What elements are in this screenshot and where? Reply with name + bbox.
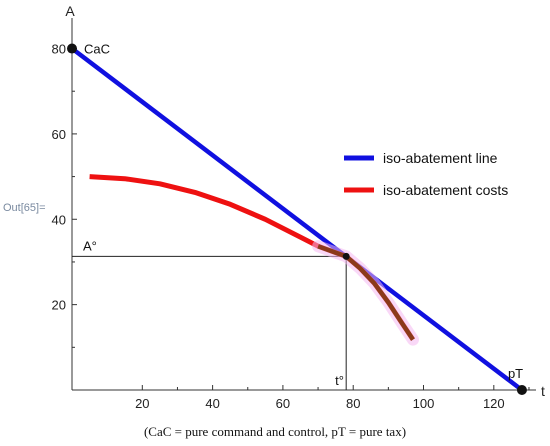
x-tick-label: 20 [135,396,149,411]
x-tick-label: 60 [276,396,290,411]
reference-lines: A° t° [72,238,347,390]
point-marker [516,385,527,395]
output-label: Out[65]= [3,202,46,214]
axes: 20 40 60 80 100 120 20 40 60 80 At [52,3,545,411]
y-tick-label: 40 [52,212,66,227]
legend-label: iso-abatement line [383,150,498,166]
caption: (CaC = pure command and control, pT = pu… [143,424,407,439]
reference-x-label: t° [335,373,344,388]
y-tick-label: 60 [52,127,66,142]
series-group [70,46,524,392]
series-highlight-line [317,244,415,341]
legend: iso-abatement line iso-abatement costs [344,150,508,198]
series-line-1 [70,46,524,392]
x-tick-label: 120 [483,396,505,411]
reference-y-label: A° [83,238,97,253]
point-marker [67,43,77,54]
y-axis-label: A [65,3,75,19]
series-line-2 [89,174,416,341]
x-tick-label: 80 [346,396,360,411]
y-tick-label: 20 [52,298,66,313]
series-highlight-glow [312,240,419,346]
point-label: pT [508,366,523,381]
x-axis-label: t [541,383,545,399]
x-tick-label: 40 [205,396,219,411]
y-tick-label: 80 [52,42,66,57]
legend-label: iso-abatement costs [383,182,508,198]
x-tick-label: 100 [413,396,435,411]
points-group: CaC pT [67,42,527,395]
point-label: CaC [84,42,110,57]
point-marker [342,252,350,260]
